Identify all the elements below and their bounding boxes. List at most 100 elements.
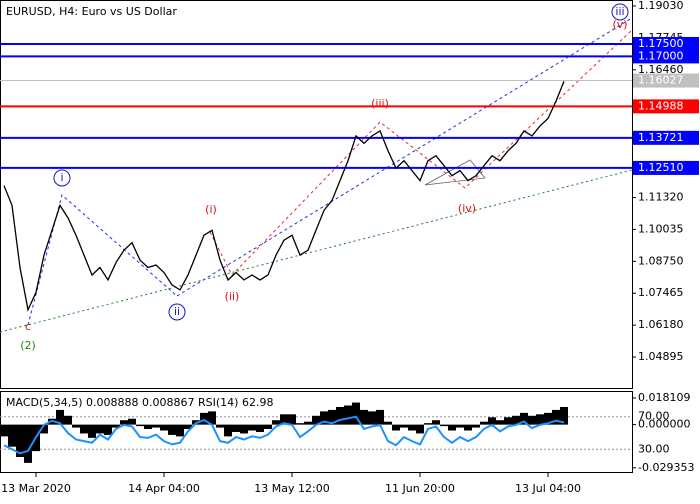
macd-bar — [520, 412, 528, 425]
macd-bar — [544, 412, 552, 425]
macd-bar — [296, 423, 304, 425]
macd-bar — [280, 414, 288, 425]
macd-bar — [496, 420, 504, 425]
level-label-box — [633, 130, 699, 145]
macd-bar — [88, 424, 96, 438]
macd-bar — [56, 409, 64, 425]
wave-line — [27, 194, 178, 326]
macd-bar — [224, 424, 232, 437]
level-label: 1.14988 — [638, 99, 684, 112]
y-tick-label: 1.10035 — [638, 222, 684, 235]
macd-bar — [488, 417, 496, 425]
macd-bar — [272, 420, 280, 425]
macd-bar — [312, 415, 320, 425]
wave-label: (ii) — [225, 290, 240, 303]
x-tick-label: 13 Mar 2020 — [1, 482, 71, 495]
y2-tick-label: 30.00 — [638, 442, 670, 455]
macd-bar — [184, 424, 192, 430]
x-tick-label: 11 Jun 20:00 — [385, 482, 455, 495]
macd-bar — [456, 424, 464, 428]
y-tick-label: 1.06180 — [638, 318, 684, 331]
macd-bar — [128, 418, 136, 425]
y-tick-label: -0.029353 — [638, 461, 694, 474]
macd-bar — [528, 415, 536, 425]
macd-bar — [160, 424, 168, 431]
macd-bar — [448, 424, 456, 431]
macd-bar — [416, 424, 424, 434]
macd-bar — [472, 424, 480, 428]
macd-bar — [512, 415, 520, 425]
macd-bar — [240, 424, 248, 434]
trend-line — [0, 169, 633, 333]
macd-bar — [8, 424, 16, 447]
macd-bar — [80, 424, 88, 434]
price-line — [3, 80, 565, 312]
wave-label: (i) — [205, 203, 217, 216]
wave-label: ii — [174, 305, 180, 318]
macd-bar — [368, 411, 376, 425]
macd-bar — [408, 424, 416, 431]
macd-bar — [392, 424, 400, 431]
rsi-line — [3, 415, 565, 455]
y-tick-label: 0.000000 — [638, 418, 691, 431]
macd-bar — [328, 409, 336, 425]
wave-circle — [611, 3, 629, 21]
macd-bar — [560, 406, 568, 425]
wave-label: c — [25, 320, 31, 333]
triangle — [424, 159, 486, 186]
macd-bar — [344, 405, 352, 425]
y-tick-label: 1.07465 — [638, 286, 684, 299]
level-label: 1.13721 — [638, 131, 684, 144]
indicator-title: MACD(5,34,5) 0.008888 0.008867 RSI(14) 6… — [6, 396, 273, 409]
macd-bar — [0, 424, 8, 437]
macd-bar — [16, 424, 24, 457]
macd-bar — [176, 424, 184, 437]
macd-bar — [480, 421, 488, 425]
level-label-box — [633, 73, 699, 88]
channel-line — [176, 17, 633, 297]
wave-circle — [168, 303, 186, 321]
wave-label: (v) — [612, 18, 627, 31]
macd-bar — [200, 412, 208, 425]
macd-bar — [216, 424, 224, 428]
y-tick-label: 1.08750 — [638, 254, 684, 267]
macd-bar — [112, 424, 120, 428]
x-tick-label: 13 May 12:00 — [254, 482, 329, 495]
macd-bar — [432, 420, 440, 425]
y-tick-label: 0.018109 — [638, 391, 691, 404]
level-label-box — [633, 160, 699, 175]
y-tick-label: 1.19030 — [638, 0, 684, 12]
macd-bar — [104, 424, 112, 435]
y-tick-label: 1.16460 — [638, 63, 684, 76]
x-tick-label: 13 Jul 04:00 — [515, 482, 581, 495]
macd-bar — [504, 417, 512, 425]
level-label-box — [633, 99, 699, 114]
level-label: 1.17500 — [638, 37, 684, 50]
wave-label: iii — [615, 5, 624, 18]
macd-bar — [424, 423, 432, 425]
macd-bar — [168, 424, 176, 435]
macd-bar — [352, 402, 360, 425]
main-frame — [0, 0, 633, 389]
macd-bar — [376, 409, 384, 425]
macd-bar — [440, 424, 448, 427]
macd-bar — [264, 424, 272, 430]
macd-bar — [24, 424, 32, 463]
macd-bar — [136, 424, 144, 427]
wave-label: i — [60, 171, 63, 184]
y-tick-label: 1.04895 — [638, 350, 684, 363]
macd-bar — [40, 424, 48, 434]
macd-bar — [552, 409, 560, 425]
macd-bar — [72, 424, 80, 428]
macd-bar — [152, 424, 160, 428]
x-tick-label: 14 Apr 04:00 — [128, 482, 200, 495]
macd-bar — [208, 411, 216, 425]
macd-bar — [248, 424, 256, 431]
macd-bar — [144, 424, 152, 430]
macd-bar — [96, 424, 104, 434]
wave-label: (iii) — [371, 97, 389, 110]
y-tick-label: 1.11320 — [638, 190, 684, 203]
level-label: 1.16027 — [638, 74, 684, 87]
macd-bar — [256, 424, 264, 432]
